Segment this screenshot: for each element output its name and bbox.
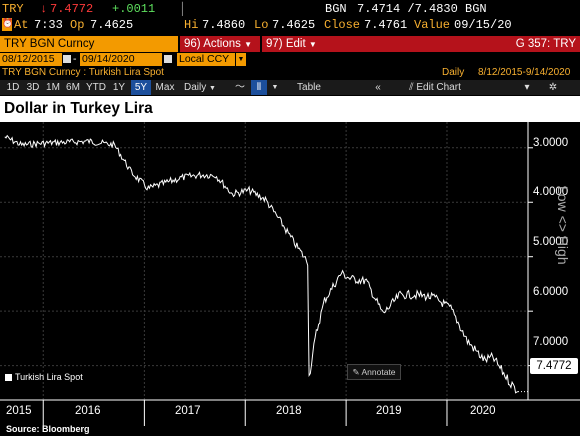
chart-area[interactable]: 3.0000 4.0000 5.0000 6.0000 7.0000 7.477…: [0, 122, 580, 436]
value-label: Value: [414, 18, 451, 32]
value-date: 09/15/20: [454, 18, 512, 32]
edit-chart-icon: ⫽: [409, 82, 414, 93]
lo-value: 7.4625: [272, 18, 316, 32]
time-label: At: [14, 18, 29, 32]
actions-label: Actions: [203, 38, 241, 50]
calendar-icon[interactable]: [63, 55, 71, 63]
actions-number: 96): [184, 38, 201, 50]
legend: Turkish Lira Spot: [5, 372, 83, 382]
date-separator: -: [73, 53, 77, 65]
x-tick-label: 2017: [175, 405, 201, 417]
range-button-selected[interactable]: 5Y: [131, 80, 151, 95]
y-tick-label: 5.0000: [533, 236, 569, 248]
chevron-down-icon[interactable]: ▼: [236, 53, 246, 66]
chevron-down-icon[interactable]: ▼: [271, 84, 279, 91]
last-value-label: 7.4772: [530, 358, 578, 374]
chevron-down-icon: ▼: [308, 40, 317, 49]
down-arrow-icon: ↓: [40, 2, 48, 16]
x-tick-label: 2015: [6, 405, 32, 417]
chevron-down-icon: ▼: [244, 40, 253, 49]
legend-swatch: [5, 374, 12, 381]
security-name: TRY BGN Curncy : Turkish Lira Spot: [2, 67, 164, 78]
pencil-icon: ✎: [352, 367, 360, 377]
close-label: Close: [324, 18, 361, 32]
line-chart-icon[interactable]: 〜: [235, 82, 245, 93]
period-label: Daily: [184, 82, 207, 93]
ticker: TRY: [2, 2, 24, 16]
series-line-turkish-lira: [4, 134, 519, 394]
hi-value: 7.4860: [202, 18, 246, 32]
source-label: Source: Bloomberg: [6, 424, 90, 434]
chart-title-band: Dollar in Turkey Lira: [0, 96, 580, 122]
start-date-field[interactable]: 08/12/2015: [0, 53, 62, 66]
range-button[interactable]: Max: [155, 82, 175, 93]
open-value: 7.4625: [90, 18, 134, 32]
svg-text:Low <> High: Low <> High: [555, 186, 571, 265]
range-button[interactable]: 1D: [6, 82, 20, 93]
settings-dropdown-icon[interactable]: ▾: [524, 82, 530, 93]
time-value: 7:33: [34, 18, 63, 32]
chevron-down-icon: ▼: [209, 85, 216, 92]
function-code: G 357: TRY: [515, 38, 576, 50]
edit-menu[interactable]: 97) Edit ▼ G 357: TRY: [262, 36, 580, 52]
collapse-left-icon[interactable]: «: [375, 82, 381, 93]
x-tick-label: 2016: [75, 405, 101, 417]
currency-select[interactable]: Local CCY: [177, 53, 235, 66]
annotate-label: Annotate: [361, 367, 396, 377]
y-tick-label: 7.0000: [533, 336, 569, 348]
gear-icon[interactable]: ✲: [548, 82, 558, 93]
low-high-axis-label: Low <> High: [555, 186, 571, 265]
bar-chart-icon[interactable]: ⫴: [251, 80, 267, 95]
open-label: Op: [70, 18, 85, 32]
security-field[interactable]: TRY BGN Curncy: [0, 36, 178, 52]
bid-ask: 7.4714 /7.4830: [357, 2, 458, 16]
price-chart: [0, 122, 580, 426]
edit-chart-label: Edit Chart: [416, 82, 461, 93]
period-select[interactable]: Daily ▼: [180, 80, 220, 95]
y-tick-label: 3.0000: [533, 137, 569, 149]
range-button[interactable]: 6M: [66, 82, 80, 93]
chart-subtitle: TRY BGN Curncy : Turkish Lira Spot Daily…: [0, 67, 580, 79]
date-range: 8/12/2015-9/14/2020: [478, 67, 571, 78]
x-tick-label: 2020: [470, 405, 496, 417]
close-value: 7.4761: [364, 18, 408, 32]
actions-menu[interactable]: 96) Actions ▼: [180, 36, 260, 52]
calendar-icon[interactable]: [164, 55, 172, 63]
chart-toolbar: 1D 3D 1M 6M YTD 1Y 5Y Max Daily ▼ 〜 ⫴ ▼ …: [0, 80, 580, 95]
bid-label: BGN: [325, 2, 347, 16]
edit-label: Edit: [285, 38, 306, 50]
table-button[interactable]: Table: [297, 82, 321, 93]
range-button[interactable]: YTD: [86, 82, 106, 93]
periodicity: Daily: [442, 67, 465, 78]
hi-label: Hi: [184, 18, 199, 32]
quote-details: ⏰ At 7:33 Op 7.4625 Hi 7.4860 Lo 7.4625 …: [0, 18, 580, 34]
chart-title: Dollar in Turkey Lira: [4, 100, 153, 117]
range-button[interactable]: 3D: [26, 82, 40, 93]
range-button[interactable]: 1M: [46, 82, 60, 93]
change: +.0011: [112, 2, 156, 16]
y-tick-label: 6.0000: [533, 286, 569, 298]
x-tick-label: 2018: [276, 405, 302, 417]
lo-label: Lo: [254, 18, 269, 32]
last-price: 7.4772: [50, 2, 94, 16]
clock-icon: ⏰: [2, 18, 14, 31]
date-controls: 08/12/2015 - 09/14/2020 Local CCY ▼: [0, 53, 580, 67]
legend-label: Turkish Lira Spot: [15, 372, 83, 382]
edit-chart-button[interactable]: ⫽ Edit Chart: [400, 80, 470, 95]
ask-label: BGN: [465, 2, 487, 16]
annotate-button[interactable]: ✎ Annotate: [347, 364, 401, 380]
edit-number: 97): [266, 38, 283, 50]
y-tick-label: 4.0000: [533, 186, 569, 198]
bar-icon: ▏: [182, 3, 190, 17]
quote-line: TRY ↓ 7.4772 +.0011 ▏ BGN 7.4714 /7.4830…: [0, 0, 580, 18]
command-bar: TRY BGN Curncy 96) Actions ▼ 97) Edit ▼ …: [0, 36, 580, 52]
end-date-field[interactable]: 09/14/2020: [80, 53, 162, 66]
range-button[interactable]: 1Y: [112, 82, 126, 93]
x-tick-label: 2019: [376, 405, 402, 417]
